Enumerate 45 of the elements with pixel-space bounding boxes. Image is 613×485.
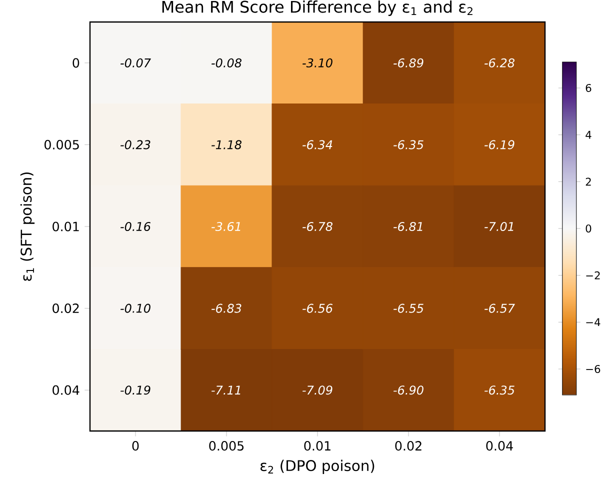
data-label: -3.10 — [302, 58, 332, 68]
data-label: -6.57 — [484, 304, 515, 313]
data-label: -6.28 — [484, 58, 514, 68]
data-label: -3.61 — [212, 222, 240, 232]
data-label: -6.90 — [394, 386, 424, 395]
data-label: -6.89 — [394, 58, 424, 68]
x-tick-label: 0.02 — [395, 441, 422, 451]
data-label: -6.83 — [212, 304, 242, 313]
data-label: -0.19 — [120, 386, 150, 395]
color-bar-label: 0 — [586, 224, 592, 233]
data-label: -6.55 — [394, 304, 424, 313]
y-tick-label: 0.01 — [52, 222, 79, 232]
data-label: -6.81 — [394, 222, 422, 232]
data-label: -0.10 — [120, 304, 150, 313]
color-bar-label: −2 — [586, 271, 600, 280]
y-tick-label: 0.04 — [52, 385, 80, 395]
data-label: -1.18 — [212, 140, 242, 150]
data-label: -6.78 — [302, 222, 332, 232]
data-label: -0.16 — [120, 222, 150, 232]
data-label: -6.35 — [484, 386, 514, 395]
x-tick-label: 0.04 — [486, 441, 513, 451]
data-label: -7.11 — [212, 386, 240, 394]
data-label: -6.34 — [302, 140, 332, 150]
data-label: -6.56 — [302, 304, 332, 313]
x-tick-label: 0 — [132, 441, 139, 451]
color-bar-label: −4 — [586, 318, 600, 326]
color-bar-label: 2 — [586, 178, 591, 186]
x-tick-label: 0.005 — [209, 441, 244, 451]
y-tick-label: 0 — [72, 58, 80, 68]
data-label: -7.09 — [302, 386, 332, 395]
data-label: -6.19 — [484, 140, 514, 150]
data-label: -6.35 — [394, 140, 424, 150]
data-label: -0.08 — [212, 58, 242, 68]
color-bar-label: 4 — [586, 130, 592, 139]
data-label: -0.07 — [120, 58, 151, 68]
y-tick-label: 0.02 — [52, 304, 79, 314]
color-bar-label: −6 — [586, 364, 600, 374]
x-axis-title: ε$_{2}$ (DPO poison) — [260, 460, 374, 474]
data-label: -7.01 — [484, 222, 514, 232]
y-axis-title: ε$_{1}$ (SFT poison) — [20, 172, 35, 281]
x-tick-label: 0.01 — [304, 441, 330, 451]
data-label: -0.23 — [120, 140, 150, 150]
y-tick-label: 0.005 — [44, 140, 79, 150]
chart-title: Mean RM Score Difference by ε$_{1}$ and ε$_{2}$ — [162, 0, 472, 16]
color-bar-label: 6 — [586, 84, 592, 92]
